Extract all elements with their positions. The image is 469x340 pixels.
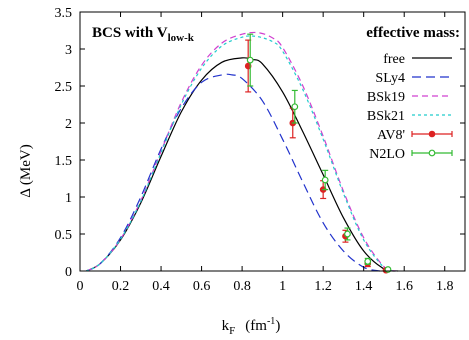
- legend-label-n2lo: N2LO: [369, 147, 405, 162]
- plot-frame: [79, 11, 466, 272]
- legend: effective mass: free SLy4 BSk19 BSk21 AV8' N2L…: [366, 25, 460, 162]
- point-n2lo: [364, 257, 372, 265]
- y-tick-label: 3: [65, 43, 72, 58]
- x-tick-label: 0.8: [233, 279, 251, 294]
- legend-sample-av8: [411, 130, 453, 138]
- point-n2lo: [291, 89, 299, 124]
- legend-label-bsk19: BSk19: [367, 90, 405, 105]
- legend-label-free: free: [383, 52, 405, 67]
- point-n2lo: [321, 169, 329, 191]
- x-tick-label: 0.6: [193, 279, 211, 294]
- x-tick-label: 1.4: [355, 279, 373, 294]
- legend-label-av8: AV8': [377, 128, 405, 143]
- x-label-unit-prefix: (fm: [245, 318, 267, 334]
- marker-layer: [244, 33, 392, 274]
- x-label-unit-exp: -1: [267, 316, 275, 327]
- point-av8: [244, 39, 252, 93]
- x-tick-label: 1.8: [436, 279, 454, 294]
- y-tick-label: 1: [65, 191, 72, 206]
- legend-label-bsk21: BSk21: [367, 109, 405, 124]
- x-tick-label: 1: [279, 279, 286, 294]
- curve-layer: [85, 31, 399, 272]
- y-tick-label: 3.5: [55, 6, 73, 21]
- x-tick-label: 1.6: [395, 279, 413, 294]
- y-tick-label: 1.5: [55, 154, 73, 169]
- x-tick-label: 0: [77, 279, 84, 294]
- x-label-unit-suffix: ): [275, 318, 280, 334]
- legend-title: effective mass:: [366, 25, 460, 41]
- x-tick-label: 1.2: [314, 279, 332, 294]
- plot-annotation: BCS with Vlow-k: [92, 25, 195, 44]
- annotation-main: BCS with V: [92, 25, 168, 41]
- y-tick-label: 0.5: [55, 228, 73, 243]
- series-line-free: [85, 57, 399, 272]
- x-label-subscript: F: [229, 325, 235, 337]
- x-axis-label: kF (fm-1): [222, 316, 281, 337]
- point-n2lo: [246, 33, 254, 87]
- y-tick-label: 0: [65, 265, 72, 280]
- annotation-subscript: low-k: [168, 32, 195, 44]
- series-line-bsk19: [85, 31, 397, 272]
- tick-layer: 0 0.2 0.4 0.6 0.8 1 1.2 1.4 1.6 1.8 0 0.5 1 1.5 2 2.5 3 3…: [55, 6, 465, 294]
- y-tick-label: 2.5: [55, 80, 73, 95]
- x-tick-label: 0.2: [112, 279, 130, 294]
- legend-label-sly4: SLy4: [375, 71, 405, 86]
- series-line-sly4: [85, 73, 381, 272]
- x-label-main: k: [222, 318, 230, 334]
- series-line-bsk21: [85, 35, 397, 272]
- legend-sample-n2lo: [411, 149, 453, 157]
- y-tick-label: 2: [65, 117, 72, 132]
- y-axis-label: Δ (MeV): [18, 144, 34, 197]
- point-n2lo: [344, 227, 351, 241]
- x-tick-label: 0.4: [152, 279, 170, 294]
